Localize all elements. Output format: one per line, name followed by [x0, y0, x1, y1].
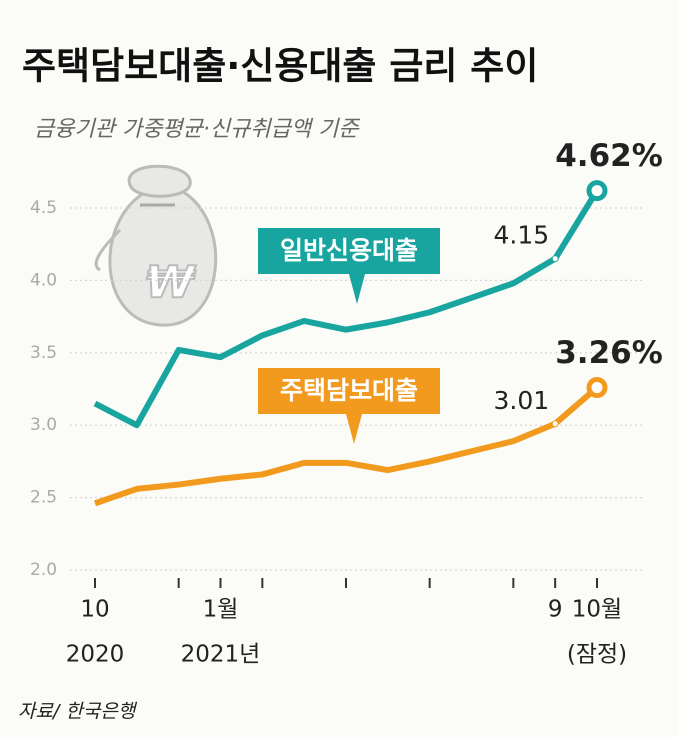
- y-tick-label: 3.0: [30, 415, 57, 435]
- point-marker: [586, 377, 608, 399]
- x-tick-sublabel: 2020: [66, 642, 125, 668]
- point-marker: [551, 420, 559, 428]
- legend-label: 일반신용대출: [280, 236, 418, 265]
- chart-subtitle: 금융기관 가중평균·신규취급액 기준: [34, 117, 360, 142]
- legend-label: 주택담보대출: [280, 376, 418, 405]
- series-line: [93, 189, 600, 429]
- money-bag-icon: ₩: [94, 164, 218, 327]
- y-tick-label: 4.0: [30, 270, 57, 290]
- legend-box: [258, 228, 440, 304]
- y-tick-label: 2.5: [30, 488, 57, 508]
- x-tick-label: 9: [548, 597, 563, 623]
- x-tick-sublabel: (잠정): [567, 642, 627, 668]
- value-label: 3.26%: [555, 335, 663, 371]
- legend-box: [258, 368, 440, 444]
- y-tick-label: 4.5: [30, 198, 57, 218]
- value-label: 4.62%: [555, 138, 663, 174]
- y-tick-label: 3.5: [30, 343, 57, 363]
- value-label: 4.15: [493, 221, 549, 250]
- x-tick-label: 10: [80, 597, 109, 623]
- source: 자료/ 한국은행: [18, 701, 138, 723]
- x-tick-label: 10월: [572, 597, 622, 623]
- value-label: 3.01: [493, 386, 549, 415]
- point-marker: [551, 255, 559, 263]
- y-tick-label: 2.0: [30, 560, 57, 580]
- x-tick-sublabel: 2021년: [181, 642, 261, 668]
- svg-text:₩: ₩: [146, 257, 197, 308]
- point-marker: [586, 180, 608, 202]
- series-line: [94, 385, 599, 507]
- chart-title: 주택담보대출·신용대출 금리 추이: [22, 45, 538, 88]
- x-tick-label: 1월: [203, 597, 239, 623]
